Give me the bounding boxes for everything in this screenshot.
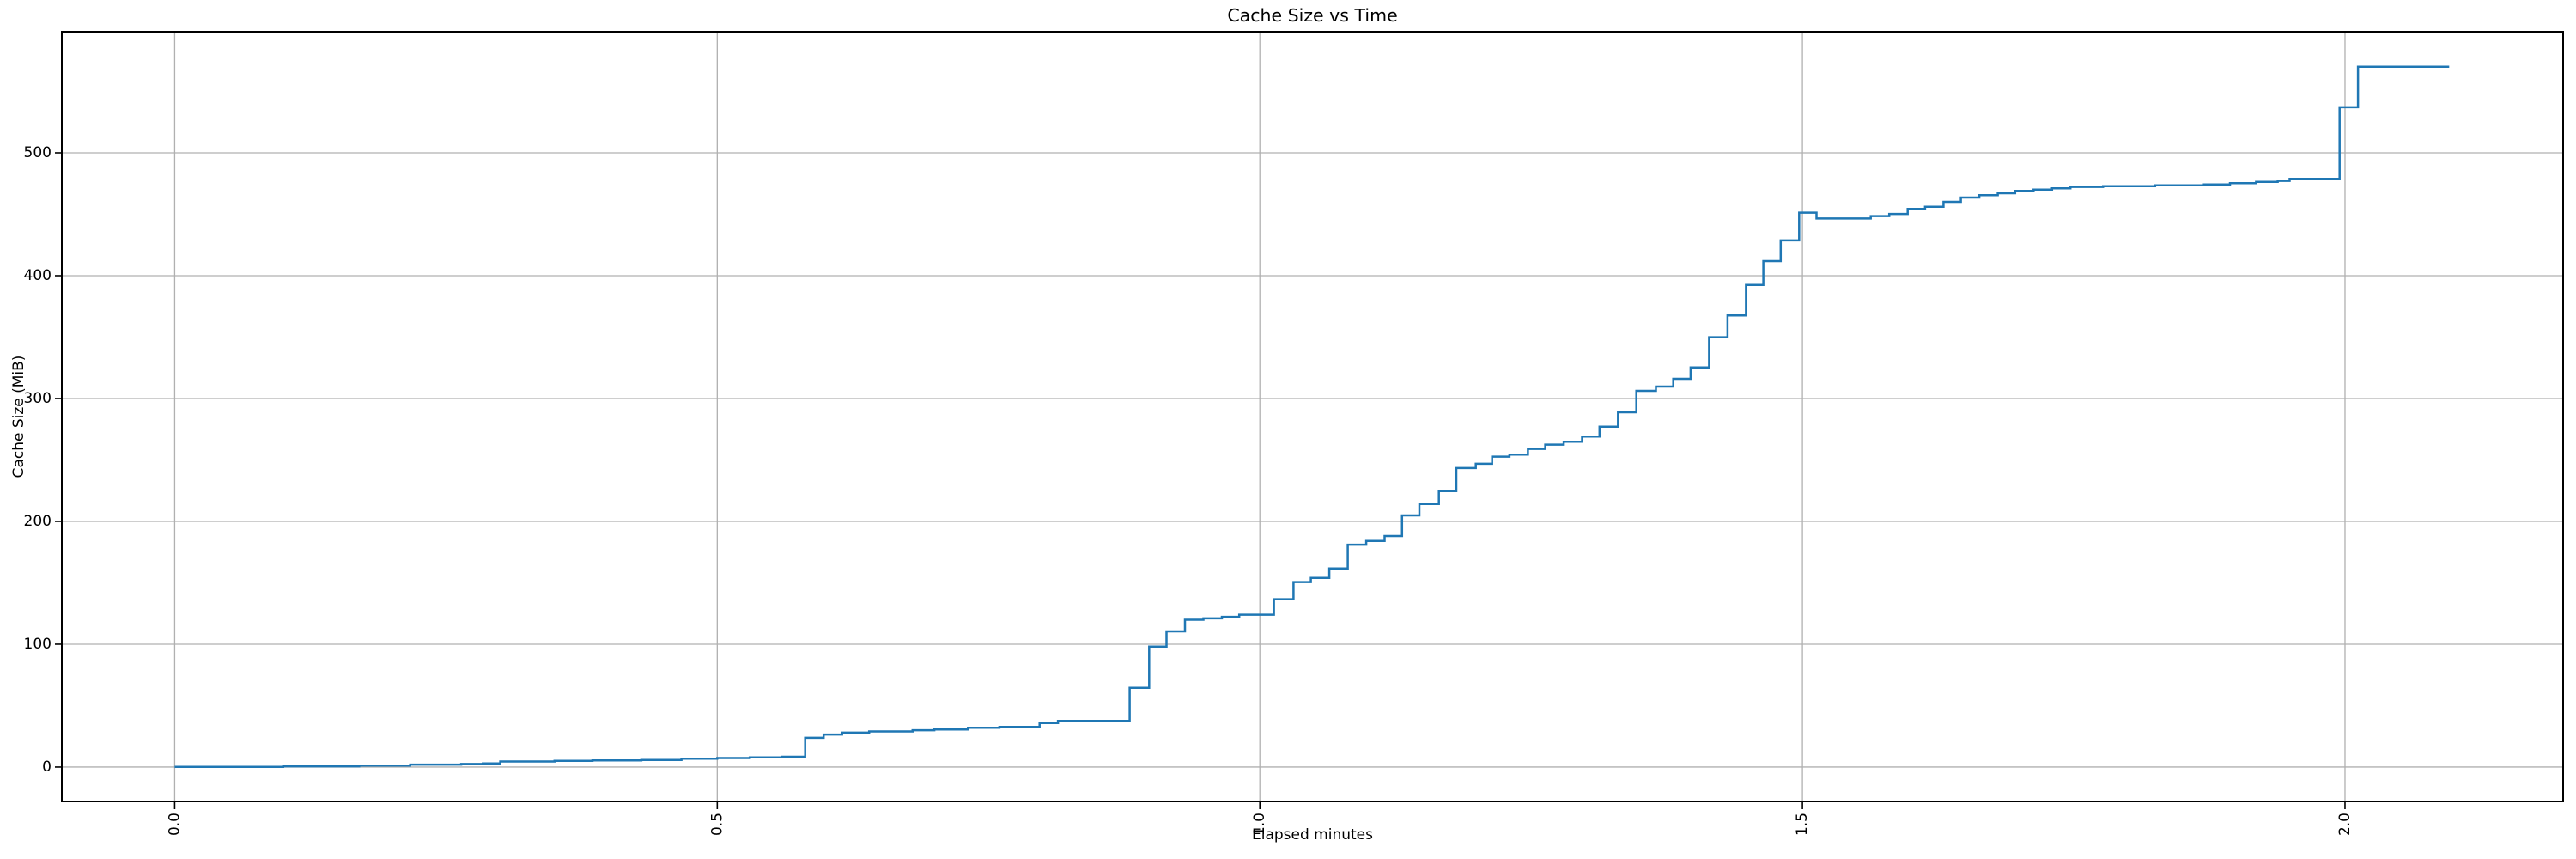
x-tick-label: 1.0 [1251, 813, 1268, 836]
y-tick-label: 0 [42, 758, 52, 776]
y-tick-label: 200 [24, 513, 52, 530]
chart-title: Cache Size vs Time [1227, 5, 1398, 26]
axes-spines [61, 31, 2564, 802]
y-tick-label: 500 [24, 144, 52, 161]
x-tick-label: 0.5 [708, 813, 726, 836]
x-tick-label: 0.0 [166, 813, 183, 836]
x-tick-label: 1.5 [1794, 813, 1811, 836]
y-axis-label: Cache Size (MiB) [10, 355, 27, 478]
y-tick-label: 100 [24, 636, 52, 653]
series-line [174, 65, 2450, 768]
x-axis-label: Elapsed minutes [1252, 826, 1373, 844]
y-tick-label: 300 [24, 390, 52, 407]
x-tick-label: 2.0 [2336, 813, 2354, 836]
y-tick-label: 400 [24, 267, 52, 284]
